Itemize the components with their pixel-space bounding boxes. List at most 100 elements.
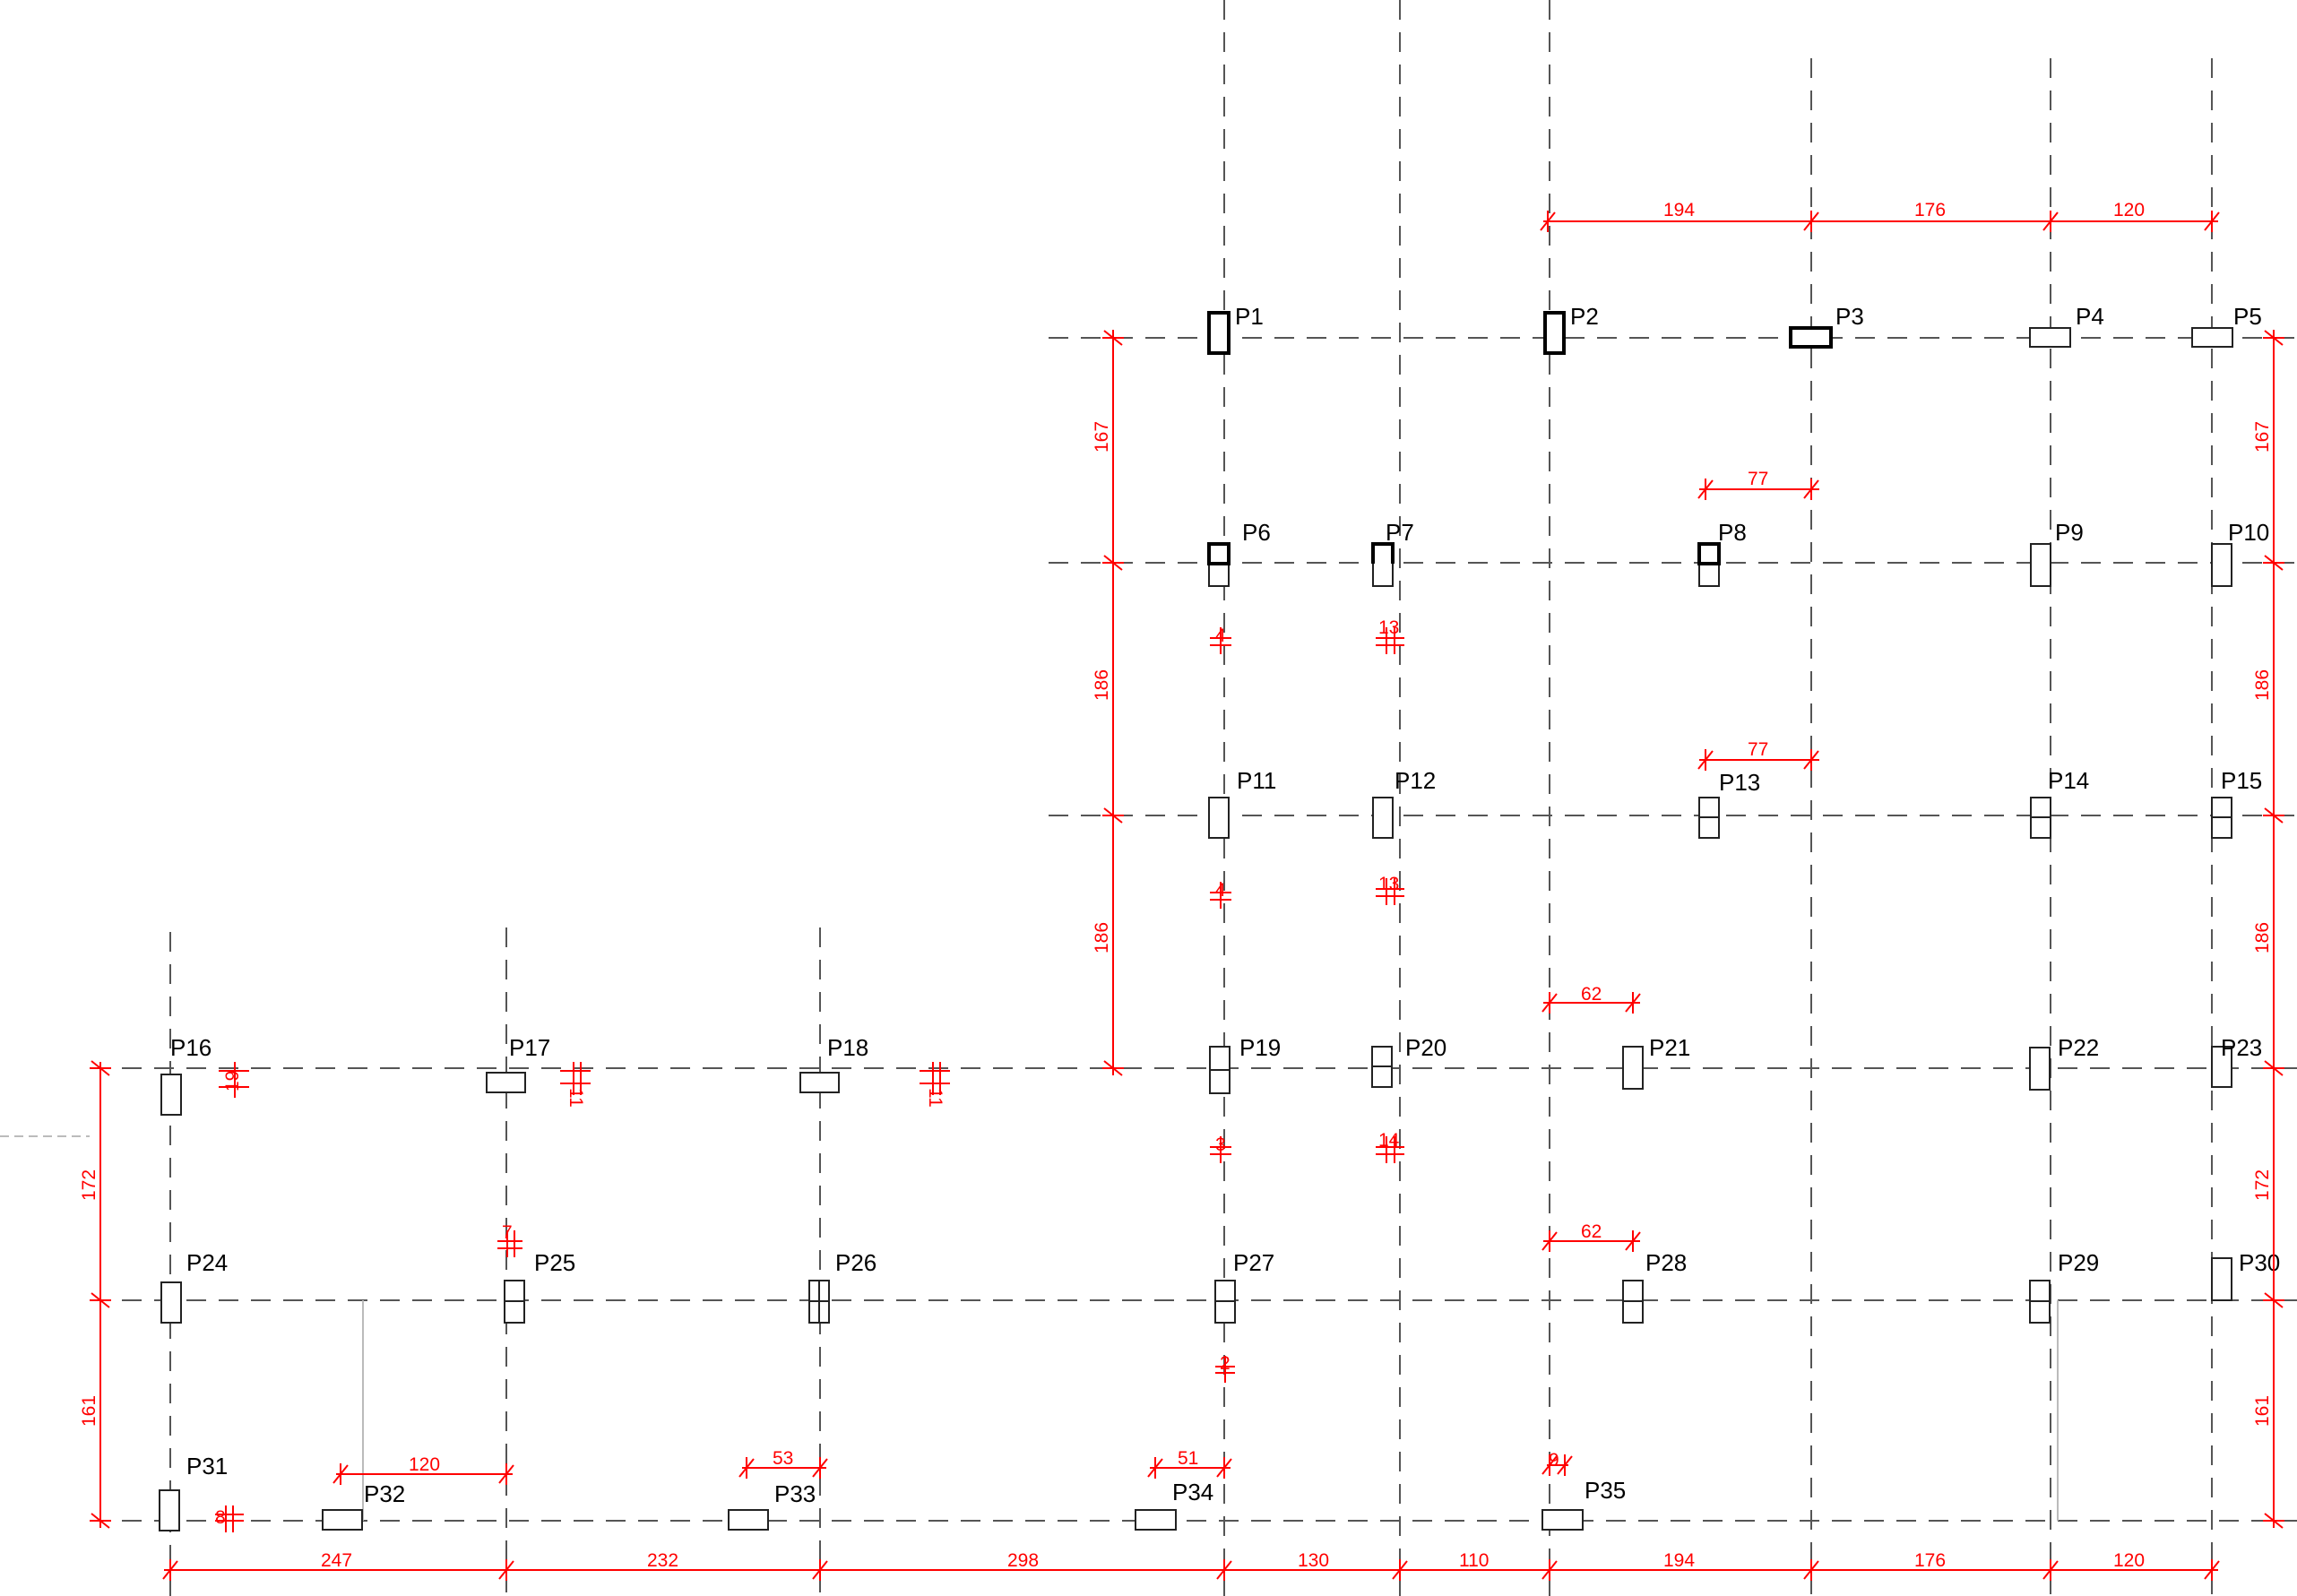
dim-tick <box>1376 627 1404 654</box>
dim-value: 77 <box>1748 739 1768 760</box>
pillar-label: P8 <box>1718 519 1747 546</box>
pillar-label: P22 <box>2058 1034 2099 1061</box>
pillar-p9[interactable] <box>2030 543 2051 587</box>
dim-value: 11 <box>925 1088 946 1108</box>
pillar-label: P6 <box>1242 519 1271 546</box>
dim-tick <box>1147 1457 1232 1479</box>
pillar-label: P4 <box>2076 303 2104 330</box>
pillar-p22[interactable] <box>2029 1047 2051 1091</box>
pillar-p4[interactable] <box>2029 327 2071 348</box>
pillar-label: P7 <box>1386 519 1414 546</box>
pillar-label: P10 <box>2228 519 2269 546</box>
dim-value: 51 <box>1178 1448 1198 1469</box>
pillar-p3[interactable] <box>1789 326 1833 349</box>
dim-tick <box>2263 1060 2284 1076</box>
pillar-p17[interactable] <box>486 1072 526 1093</box>
pillar-p35[interactable] <box>1541 1509 1584 1531</box>
dim-value: 161 <box>2252 1395 2273 1427</box>
pillar-label: P12 <box>1395 767 1436 794</box>
pillar-label: P25 <box>534 1249 575 1276</box>
pillar-label: P31 <box>186 1453 228 1480</box>
dim-tick <box>90 1513 111 1529</box>
pillar-label: P16 <box>170 1034 212 1061</box>
dim-tick <box>1697 749 1819 771</box>
pillar-p34[interactable] <box>1135 1509 1177 1531</box>
dim-value: 13 <box>1378 617 1399 638</box>
pillar-p8[interactable] <box>1697 542 1721 565</box>
dim-value: 62 <box>1581 984 1602 1005</box>
dim-value: 19 <box>222 1071 243 1091</box>
dim-tick <box>498 1559 514 1581</box>
dim-tick <box>560 1062 591 1095</box>
pillar-p33[interactable] <box>728 1509 769 1531</box>
dim-tick <box>1102 1060 1124 1076</box>
pillar-label: P15 <box>2221 767 2262 794</box>
dim-value: 176 <box>1914 200 1946 220</box>
dim-tick <box>2263 807 2284 824</box>
dim-value: 120 <box>2113 1550 2145 1571</box>
pillar-label: P17 <box>509 1034 550 1061</box>
dim-value: 120 <box>409 1454 440 1475</box>
pillar-label: P19 <box>1239 1034 1281 1061</box>
pillar-label: P35 <box>1585 1477 1626 1504</box>
dim-value: 172 <box>2252 1169 2273 1201</box>
pillar-label: P18 <box>827 1034 868 1061</box>
dim-value: 120 <box>2113 200 2145 220</box>
dim-tick <box>1803 1559 1819 1581</box>
dim-tick <box>812 1559 828 1581</box>
dim-tick <box>1697 479 1819 500</box>
pillar-p7[interactable] <box>1371 542 1395 564</box>
pillar-p31[interactable] <box>159 1489 180 1531</box>
dim-tick <box>1541 1559 1558 1581</box>
dim-tick <box>920 1062 950 1095</box>
pillar-p21[interactable] <box>1622 1046 1644 1090</box>
pillar-label: P28 <box>1645 1249 1687 1276</box>
pillar-p11[interactable] <box>1208 797 1230 839</box>
dim-value: 186 <box>2252 669 2273 701</box>
pillar-label: P29 <box>2058 1249 2099 1276</box>
dim-tick <box>1216 1559 1232 1581</box>
pillar-label: P26 <box>835 1249 876 1276</box>
dim-value: 247 <box>321 1550 352 1571</box>
pillar-p12[interactable] <box>1372 797 1394 839</box>
pillar-p16[interactable] <box>160 1074 182 1116</box>
pillar-p23[interactable] <box>2211 1046 2232 1088</box>
pillar-p32[interactable] <box>322 1509 363 1531</box>
dim-value: 194 <box>1663 200 1695 220</box>
dim-tick <box>219 1062 249 1098</box>
dim-tick <box>1102 555 1124 571</box>
dim-value: 4 <box>1215 625 1226 646</box>
dim-tick <box>1541 1454 1573 1476</box>
dim-value: 298 <box>1007 1550 1039 1571</box>
pillar-p18[interactable] <box>799 1072 840 1093</box>
dim-value: 7 <box>502 1222 513 1243</box>
pillar-shapes <box>159 311 2233 1531</box>
dim-tick <box>90 1292 111 1308</box>
pillar-label: P13 <box>1719 769 1760 796</box>
dim-value: 130 <box>1298 1550 1329 1571</box>
pillar-label: P2 <box>1570 303 1599 330</box>
dim-value: 3 <box>1215 1134 1226 1155</box>
dimension-texts: 194 176 120 247 232 298 130 110 194 176 … <box>79 200 2273 1571</box>
dim-tick <box>2263 1513 2284 1529</box>
dim-tick <box>1540 211 1556 232</box>
pillar-p30[interactable] <box>2211 1257 2232 1301</box>
dim-value: 14 <box>1378 1130 1400 1151</box>
dim-value: 172 <box>79 1169 99 1201</box>
pillar-p6[interactable] <box>1207 542 1231 565</box>
pillar-p2[interactable] <box>1543 311 1566 355</box>
dim-tick <box>1210 627 1231 654</box>
dim-tick <box>2204 211 2220 232</box>
dim-tick <box>90 1060 111 1076</box>
dim-tick <box>1210 1136 1231 1163</box>
pillar-p10[interactable] <box>2211 543 2232 587</box>
pillar-p5[interactable] <box>2191 327 2233 348</box>
dim-value: 4 <box>1215 880 1226 901</box>
pillar-p24[interactable] <box>160 1281 182 1324</box>
dim-tick <box>215 1505 244 1532</box>
pillar-label: P27 <box>1233 1249 1274 1276</box>
pillar-p1[interactable] <box>1207 311 1231 355</box>
dim-tick <box>2263 1292 2284 1308</box>
